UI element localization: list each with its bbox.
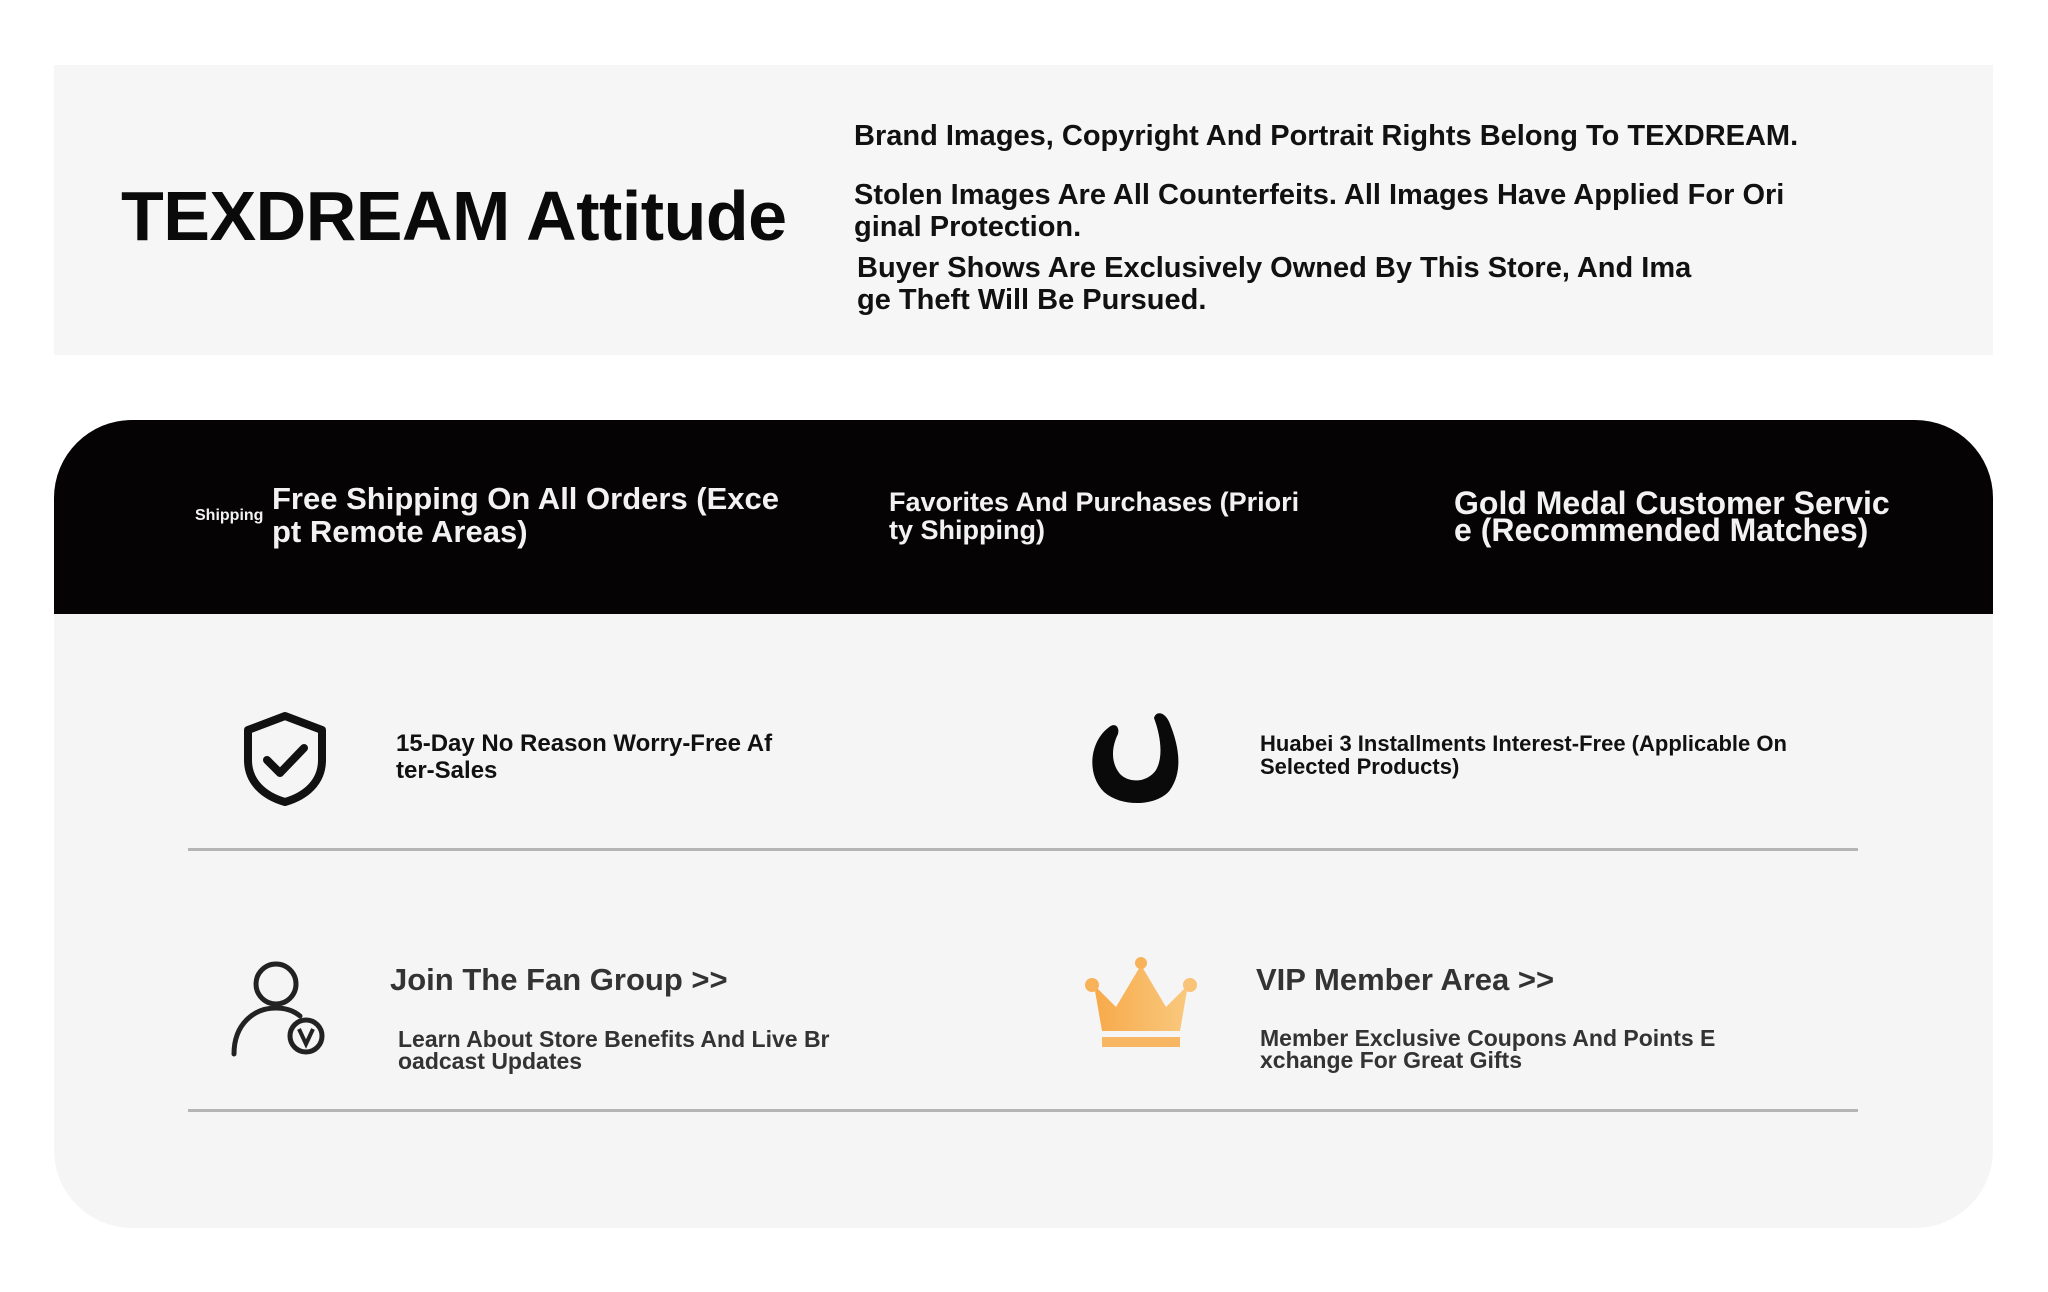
brand-notice-panel [54,65,1993,355]
description-line: Learn About Store Benefits And Live Br [398,1026,830,1052]
band-item-free-shipping: Free Shipping On All Orders (Exce pt Rem… [272,482,779,548]
fan-group-description: Learn About Store Benefits And Live Br o… [398,1026,830,1074]
description-line: xchange For Great Gifts [1260,1047,1523,1073]
join-fan-group-link[interactable]: Join The Fan Group >> [390,962,728,997]
band-item-line: e (Recommended Matches) [1454,512,1869,548]
feature-line: 15-Day No Reason Worry-Free Af [396,730,773,757]
divider [188,1109,1858,1112]
feature-line: Selected Products) [1260,754,1460,779]
notice-line: Stolen Images Are All Counterfeits. All … [854,179,1785,211]
band-item-favorites: Favorites And Purchases (Priori ty Shipp… [889,488,1299,544]
vip-description: Member Exclusive Coupons And Points E xc… [1260,1025,1716,1073]
user-verified-icon [231,961,325,1057]
notice-line: ge Theft Will Be Pursued. [857,284,1207,316]
band-item-customer-service: Gold Medal Customer Servic e (Recommende… [1454,485,1890,548]
feature-after-sales: 15-Day No Reason Worry-Free Af ter-Sales [396,730,772,784]
vip-member-area-link[interactable]: VIP Member Area >> [1256,962,1555,997]
service-band [54,420,1993,614]
notice-line: ginal Protection. [854,211,1082,243]
shield-check-icon [244,712,326,806]
notice-line: Brand Images, Copyright And Portrait Rig… [854,120,1799,152]
feature-line: ter-Sales [396,757,498,784]
features-panel [54,614,1993,1228]
band-item-line: ty Shipping) [889,515,1045,545]
huabei-icon [1092,713,1179,804]
band-item-line: Gold Medal Customer Servic [1454,485,1890,521]
crown-icon [1085,957,1197,1047]
description-line: Member Exclusive Coupons And Points E [1260,1025,1716,1051]
divider [188,848,1858,851]
page-title: TEXDREAM Attitude [121,177,787,255]
band-item-line: pt Remote Areas) [272,514,528,549]
feature-line: Huabei 3 Installments Interest-Free (App… [1260,731,1787,756]
notice-line: Buyer Shows Are Exclusively Owned By Thi… [857,252,1692,284]
band-item-line: Favorites And Purchases (Priori [889,487,1300,517]
shipping-label: Shipping [195,507,264,524]
band-item-line: Free Shipping On All Orders (Exce [272,481,780,516]
description-line: oadcast Updates [398,1048,583,1074]
feature-huabei: Huabei 3 Installments Interest-Free (App… [1260,732,1787,778]
